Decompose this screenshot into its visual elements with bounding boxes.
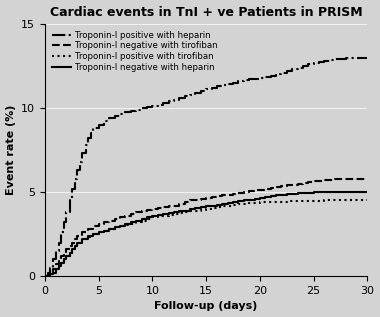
Legend: Troponin-I positive with heparin, Troponin-I negative with tirofiban, Troponin-I: Troponin-I positive with heparin, Tropon… <box>49 28 220 74</box>
Title: Cardiac events in TnI + ve Patients in PRISM: Cardiac events in TnI + ve Patients in P… <box>50 6 363 19</box>
X-axis label: Follow-up (days): Follow-up (days) <box>154 301 258 311</box>
Y-axis label: Event rate (%): Event rate (%) <box>6 105 16 195</box>
